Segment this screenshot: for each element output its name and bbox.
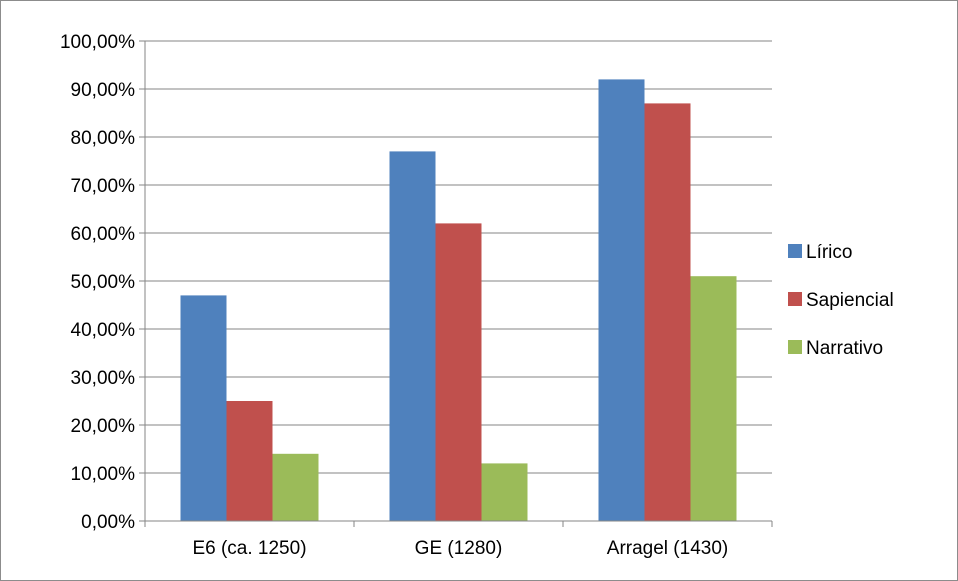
bar-sapiencial bbox=[435, 223, 482, 521]
y-tick-label: 40,00% bbox=[71, 320, 136, 341]
y-tick-label: 20,00% bbox=[71, 416, 136, 437]
y-tick-label: 100,00% bbox=[60, 32, 135, 53]
x-tick-label: GE (1280) bbox=[415, 538, 503, 559]
legend-swatch-narrativo bbox=[788, 340, 802, 354]
bar-lírico bbox=[598, 79, 645, 522]
legend-label-sapiencial: Sapiencial bbox=[806, 290, 894, 311]
x-tick-label: E6 (ca. 1250) bbox=[192, 538, 306, 559]
legend-label-narrativo: Narrativo bbox=[806, 338, 883, 359]
bar-sapiencial bbox=[226, 401, 273, 521]
x-tick-labels: E6 (ca. 1250) GE (1280) Arragel (1430) bbox=[192, 538, 728, 559]
y-tick-label: 90,00% bbox=[71, 80, 136, 101]
bar-lírico bbox=[389, 151, 436, 521]
legend-label-lírico: Lírico bbox=[806, 242, 852, 263]
bar-narrativo bbox=[481, 463, 528, 521]
bar-lírico bbox=[180, 295, 227, 521]
y-tick-label: 80,00% bbox=[71, 128, 136, 149]
x-tick-label: Arragel (1430) bbox=[607, 538, 728, 559]
y-tick-label: 70,00% bbox=[71, 176, 136, 197]
y-tick-label: 60,00% bbox=[71, 224, 136, 245]
y-tick-label: 0,00% bbox=[81, 512, 135, 533]
y-tick-label: 50,00% bbox=[71, 272, 136, 293]
bars bbox=[180, 79, 737, 522]
y-tick-labels: 0,00% 10,00% 20,00% 30,00% 40,00% 50,00% 60,00… bbox=[60, 32, 135, 533]
y-tick-label: 30,00% bbox=[71, 368, 136, 389]
bar-sapiencial bbox=[644, 103, 691, 522]
legend-swatch-sapiencial bbox=[788, 292, 802, 306]
legend: Lírico Sapiencial Narrativo bbox=[788, 242, 894, 359]
y-tick-label: 10,00% bbox=[71, 464, 136, 485]
legend-swatch-lírico bbox=[788, 244, 802, 258]
bar-narrativo bbox=[690, 276, 737, 521]
axes bbox=[139, 40, 773, 527]
bar-narrativo bbox=[272, 453, 319, 521]
